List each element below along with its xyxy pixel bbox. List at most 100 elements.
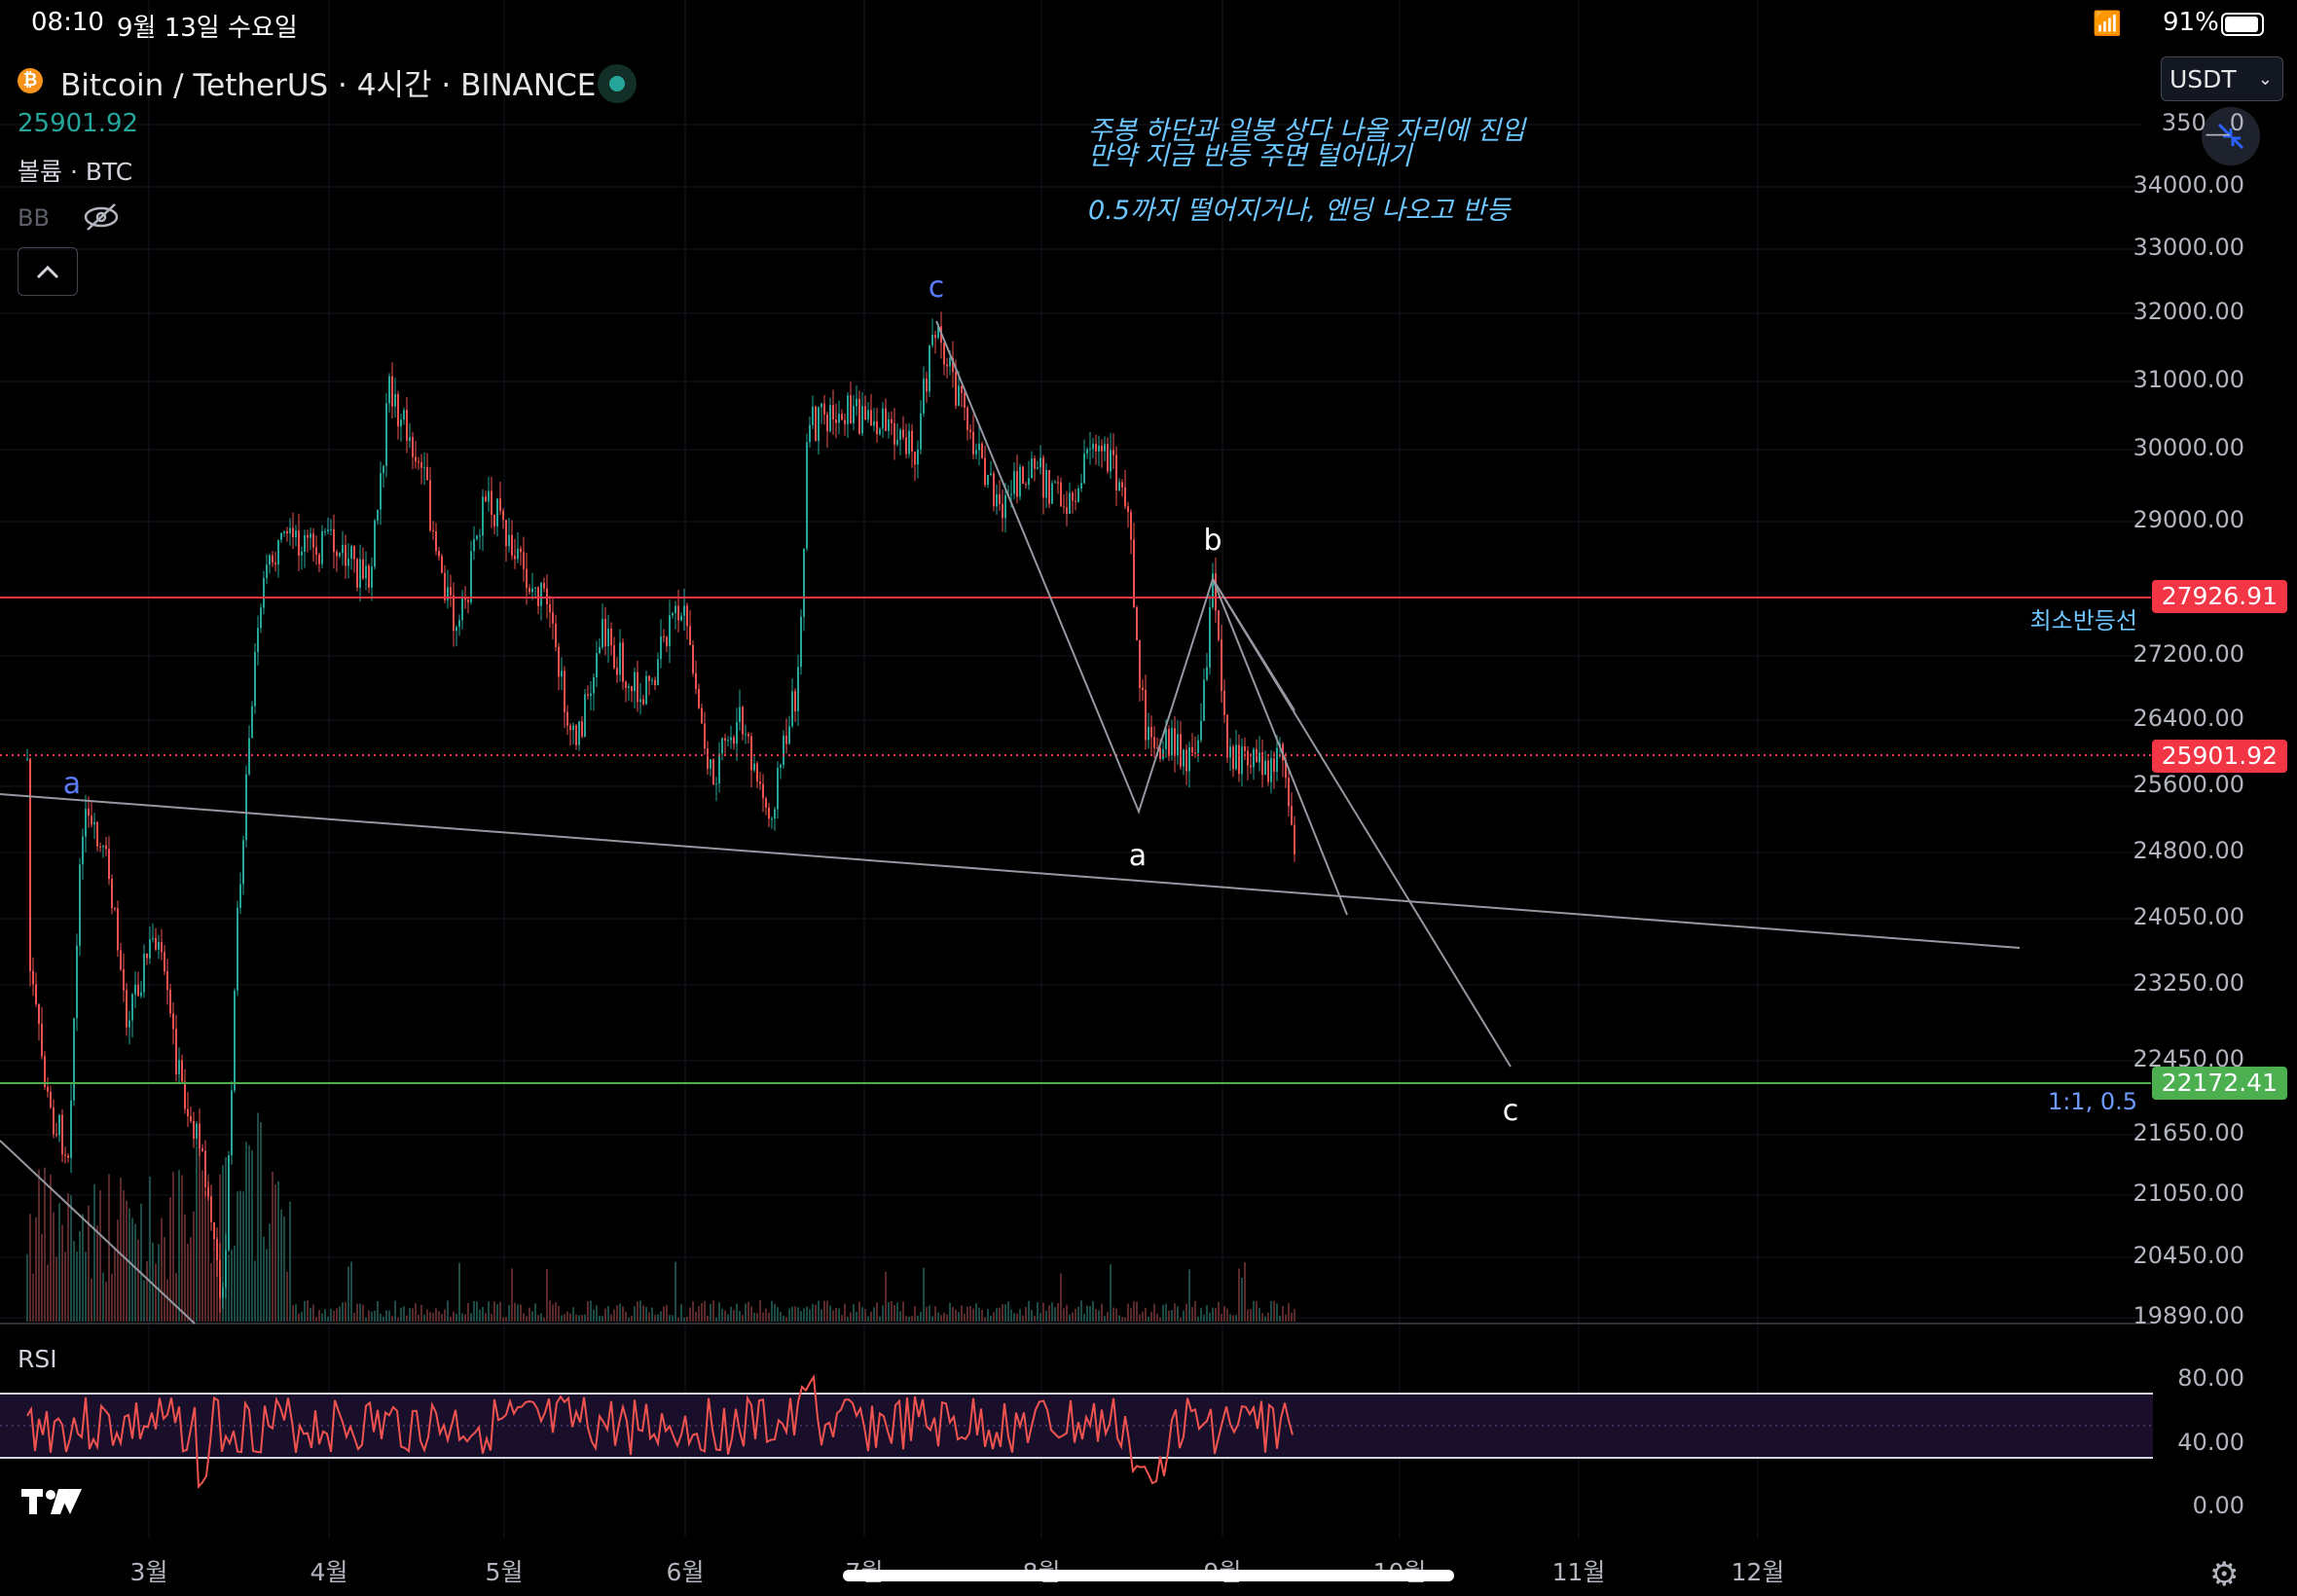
volume-bar [642, 1305, 644, 1322]
volume-bar [832, 1310, 834, 1322]
candle-body [289, 527, 291, 534]
volume-bar [1130, 1308, 1132, 1322]
candle-body [368, 565, 370, 588]
volume-bar [333, 1310, 335, 1322]
candle-body [105, 845, 107, 850]
current-price-tag: 25901.92 [2151, 740, 2287, 773]
candle-body [610, 628, 612, 646]
volume-bar [488, 1301, 490, 1322]
candle-body [1013, 471, 1015, 494]
candle-body [44, 1056, 46, 1087]
volume-bar [534, 1303, 536, 1322]
candle-body [888, 418, 890, 431]
tradingview-logo-icon[interactable] [21, 1485, 84, 1520]
volume-bar [1016, 1313, 1018, 1322]
volume-bar [44, 1167, 46, 1322]
volume-bar [155, 1263, 157, 1322]
collapse-legend-button[interactable] [18, 247, 78, 296]
volume-bar [587, 1301, 589, 1322]
volume-bar [619, 1303, 621, 1322]
volume-bar [292, 1305, 294, 1322]
candle-body [566, 711, 568, 726]
candle-body [745, 734, 747, 736]
volume-bar [479, 1309, 481, 1322]
volume-bar [85, 1251, 87, 1322]
volume-bar [391, 1316, 393, 1322]
candle-body [978, 443, 980, 451]
candle-body [704, 723, 706, 749]
volume-bar [768, 1312, 770, 1322]
volume-bar [1039, 1313, 1041, 1322]
candle-body [257, 628, 259, 652]
volume-bar [245, 1142, 247, 1322]
volume-bar [35, 1216, 37, 1322]
candle-body [441, 556, 443, 573]
volume-bar [96, 1225, 98, 1322]
candle-body [1150, 726, 1152, 738]
volume-bar [1083, 1314, 1085, 1322]
settings-gear-icon[interactable]: ⚙ [2209, 1555, 2240, 1594]
candle-body [812, 406, 814, 425]
candle-body [1226, 714, 1228, 758]
candle-body [91, 816, 92, 825]
candle-body [768, 807, 770, 819]
candle-body [485, 496, 487, 502]
volume-bar [426, 1309, 428, 1322]
candle-body [353, 546, 355, 560]
volume-bar [756, 1313, 758, 1322]
candle-body [712, 759, 714, 785]
rsi-legend[interactable]: RSI [18, 1345, 57, 1373]
bb-legend[interactable]: BB [18, 204, 50, 232]
candle-body [1028, 478, 1030, 486]
candle-body [321, 530, 323, 564]
volume-bar [969, 1305, 971, 1322]
volume-legend[interactable]: 볼륨 · BTC [18, 158, 133, 186]
candle-body [663, 635, 665, 637]
volume-bar [1177, 1306, 1179, 1322]
candle-body [540, 582, 542, 606]
candle-body [625, 681, 627, 689]
volume-bar [914, 1306, 916, 1322]
symbol-title[interactable]: Bitcoin / TetherUS · 4시간 · BINANCE [60, 68, 597, 103]
volume-bar [260, 1122, 262, 1322]
candle-body [491, 490, 492, 515]
volume-bar [187, 1243, 189, 1322]
volume-bar [493, 1301, 495, 1322]
candle-body [342, 544, 344, 554]
candle-body [461, 597, 463, 621]
volume-bar [257, 1112, 259, 1322]
candle-body [102, 845, 104, 848]
collapse-arrows-icon[interactable] [2202, 107, 2260, 165]
volume-bar [102, 1272, 104, 1322]
candle-body [914, 452, 916, 465]
volume-bar [1273, 1300, 1275, 1322]
candle-body [327, 529, 329, 531]
candle-body [639, 699, 641, 703]
volume-bar [1276, 1303, 1278, 1322]
volume-bar [1171, 1310, 1173, 1322]
volume-bar [747, 1301, 749, 1322]
volume-bar [383, 1316, 384, 1322]
candle-body [126, 990, 128, 1028]
candle-body [917, 449, 919, 465]
currency-select[interactable]: USDT ⌄ [2161, 56, 2283, 101]
candle-body [1148, 726, 1149, 741]
candle-body [41, 1024, 43, 1057]
volume-bar [120, 1178, 122, 1322]
candle-body [187, 1108, 189, 1117]
volume-bar [1142, 1311, 1144, 1322]
volume-bar [794, 1306, 796, 1322]
volume-bar [199, 1124, 201, 1322]
volume-bar [353, 1312, 355, 1322]
volume-bar [762, 1312, 764, 1322]
volume-bar [683, 1317, 685, 1322]
candle-body [169, 990, 171, 1014]
price-tick: 350__0 [2161, 109, 2244, 136]
volume-bar [1282, 1306, 1284, 1322]
candle-body [531, 588, 533, 593]
time-tick: 4월 [310, 1558, 348, 1586]
volume-bar [1077, 1306, 1079, 1322]
eye-off-icon[interactable] [82, 200, 121, 237]
volume-bar [689, 1307, 691, 1322]
